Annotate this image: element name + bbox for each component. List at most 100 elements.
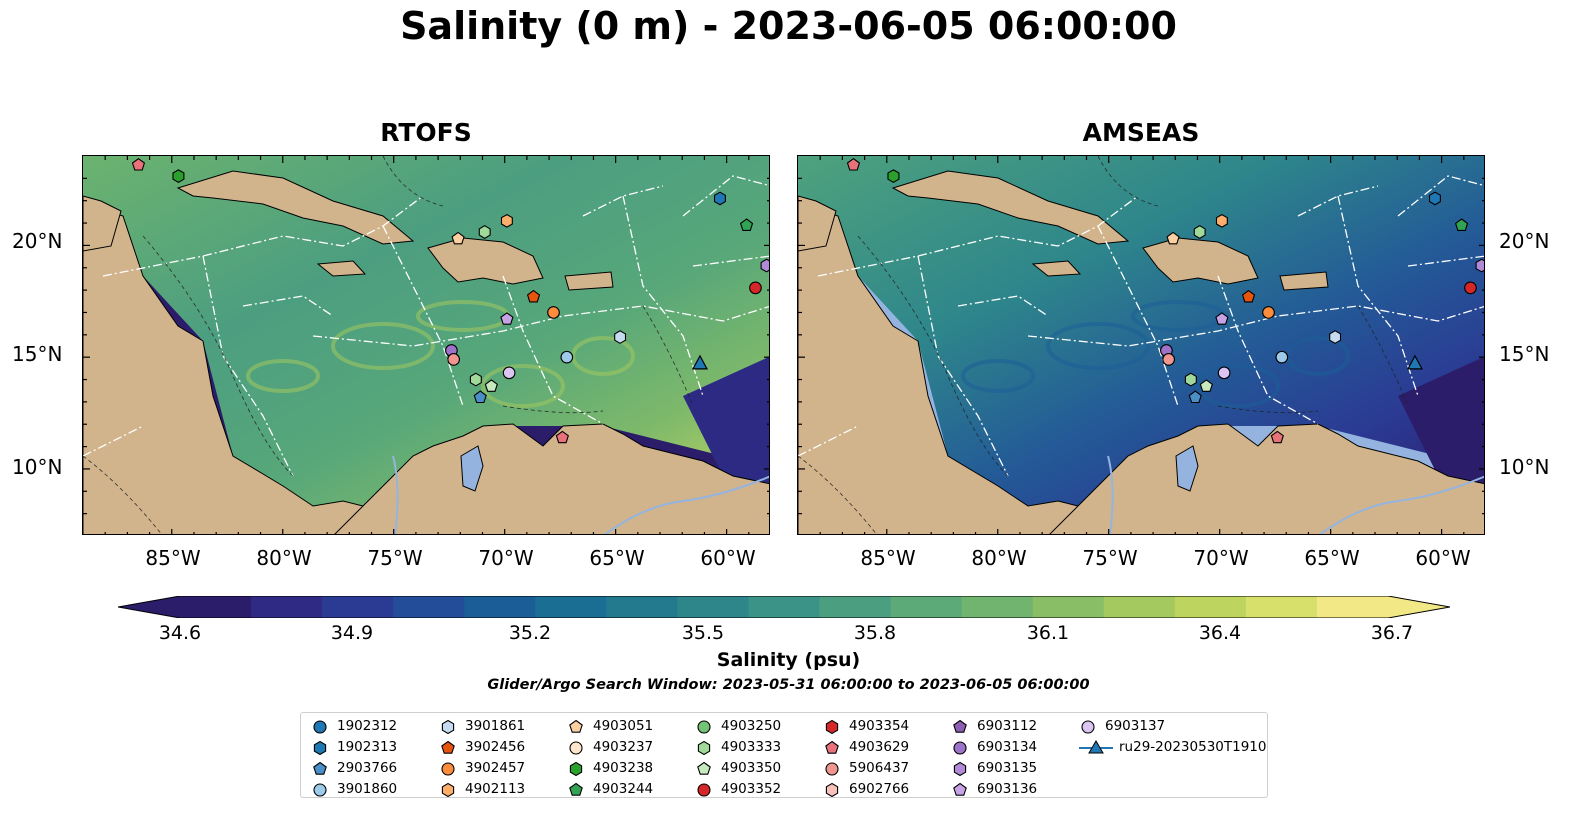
legend-marker xyxy=(825,740,839,754)
colorbar-segment xyxy=(1245,596,1318,618)
lon-label-60w-amseas: 60°W xyxy=(1415,546,1471,570)
map-canvas xyxy=(83,156,769,534)
legend-label: 4902113 xyxy=(465,781,526,797)
float-marker-3902457 xyxy=(1262,306,1275,319)
legend-marker-icon xyxy=(313,740,327,756)
legend-marker xyxy=(953,782,967,796)
colorbar-segment xyxy=(606,596,679,618)
colorbar-tick: 34.6 xyxy=(158,622,202,644)
legend-marker-icon xyxy=(1081,720,1095,734)
float-marker-4903333 xyxy=(478,225,491,239)
lon-label-75w-amseas: 75°W xyxy=(1082,546,1138,570)
legend-marker-icon xyxy=(825,782,839,798)
legend-marker xyxy=(441,740,455,754)
colorbar-segment xyxy=(322,596,394,618)
lat-label-15n-left: 15°N xyxy=(12,342,63,366)
colorbar-tick: 35.2 xyxy=(508,622,552,644)
legend-marker-icon xyxy=(313,720,327,734)
legend-marker-icon xyxy=(953,719,967,733)
colorbar xyxy=(117,595,1451,619)
legend-label: 6903137 xyxy=(1105,718,1166,734)
legend-marker-icon xyxy=(953,741,967,755)
lon-label-60w-rtofs: 60°W xyxy=(700,546,756,570)
colorbar-segment xyxy=(180,596,252,618)
float-marker-4903629 xyxy=(555,430,569,444)
colorbar-segment xyxy=(677,596,750,618)
legend-marker xyxy=(953,719,967,733)
float-marker-4903350 xyxy=(1199,379,1213,392)
colorbar-segment xyxy=(464,596,536,618)
lon-label-70w-rtofs: 70°W xyxy=(478,546,534,570)
colorbar-segment xyxy=(819,596,892,618)
legend-label: 6902766 xyxy=(849,781,910,797)
lon-label-85w-rtofs: 85°W xyxy=(145,546,201,570)
float-marker-4903352 xyxy=(749,281,762,295)
lon-label-75w-rtofs: 75°W xyxy=(367,546,423,570)
float-marker-4903238 xyxy=(887,169,900,184)
legend-label: 4903237 xyxy=(593,739,654,755)
float-marker-4902113 xyxy=(500,213,513,228)
map-panel-amseas[interactable] xyxy=(797,155,1485,535)
legend-marker xyxy=(697,783,711,797)
lat-label-20n-right: 20°N xyxy=(1499,229,1550,253)
legend-marker xyxy=(313,720,327,734)
panel-title-amseas: AMSEAS xyxy=(1082,118,1200,147)
float-marker-3902457 xyxy=(547,306,560,319)
lat-label-15n-right: 15°N xyxy=(1499,342,1550,366)
legend-marker xyxy=(313,783,327,797)
colorbar-tick: 35.5 xyxy=(681,622,725,644)
lat-label-10n-right: 10°N xyxy=(1499,455,1550,479)
legend-label: 4903333 xyxy=(721,739,782,755)
legend-marker xyxy=(825,782,839,798)
float-marker-4903629 xyxy=(1270,430,1284,444)
lon-label-80w-amseas: 80°W xyxy=(971,546,1027,570)
legend-marker-icon xyxy=(825,719,839,735)
float-marker-6903137 xyxy=(502,366,516,380)
legend-marker-icon xyxy=(313,761,327,775)
legend-label: 4903238 xyxy=(593,760,654,776)
legend-marker xyxy=(1081,720,1095,734)
float-marker-4902113 xyxy=(1215,213,1228,228)
legend-label: 4903629 xyxy=(849,739,910,755)
legend-marker-icon xyxy=(569,741,583,755)
legend-marker-icon xyxy=(953,761,967,777)
colorbar-tick: 36.4 xyxy=(1198,622,1242,644)
lon-label-65w-rtofs: 65°W xyxy=(589,546,645,570)
panel-title-rtofs: RTOFS xyxy=(380,118,472,147)
colorbar-segment xyxy=(890,596,963,618)
legend-marker-icon xyxy=(569,719,583,733)
legend-label: 4903051 xyxy=(593,718,654,734)
float-marker-3901861 xyxy=(614,330,627,344)
legend-marker-icon xyxy=(313,783,327,797)
legend-marker-icon xyxy=(697,761,711,775)
figure-title: Salinity (0 m) - 2023-06-05 06:00:00 xyxy=(400,4,1177,48)
float-marker-4903244 xyxy=(1454,218,1469,231)
float-marker-4903350 xyxy=(484,379,498,392)
colorbar-label: Salinity (psu) xyxy=(716,649,861,671)
legend-marker xyxy=(953,761,967,777)
legend-label: ru29-20230530T1910 xyxy=(1119,739,1267,755)
legend-marker-icon xyxy=(441,719,455,735)
float-marker-3902456 xyxy=(526,289,541,303)
legend-marker xyxy=(697,761,711,775)
map-panel-rtofs[interactable] xyxy=(82,155,770,535)
legend-label: 1902312 xyxy=(337,718,398,734)
float-marker-3901860 xyxy=(560,350,574,364)
legend-marker-icon xyxy=(825,762,839,776)
float-marker-5906437 xyxy=(447,353,460,366)
colorbar-segment xyxy=(535,596,607,618)
colorbar-segment xyxy=(1032,596,1105,618)
lon-label-85w-amseas: 85°W xyxy=(860,546,916,570)
float-marker-4903629 xyxy=(131,158,146,171)
colorbar-tick: 36.1 xyxy=(1026,622,1070,644)
legend-marker xyxy=(569,761,583,777)
legend-marker xyxy=(313,740,327,756)
colorbar-tick: 35.8 xyxy=(853,622,897,644)
glider-marker xyxy=(691,354,708,370)
search-window-caption: Glider/Argo Search Window: 2023-05-31 06… xyxy=(487,677,1090,693)
colorbar-segment xyxy=(1316,596,1389,618)
colorbar-segment xyxy=(393,596,465,618)
colorbar-segment xyxy=(251,596,323,618)
legend: 1902312 1902313 2903766 3901860 3901861 39024… xyxy=(300,712,1268,798)
lon-label-70w-amseas: 70°W xyxy=(1193,546,1249,570)
